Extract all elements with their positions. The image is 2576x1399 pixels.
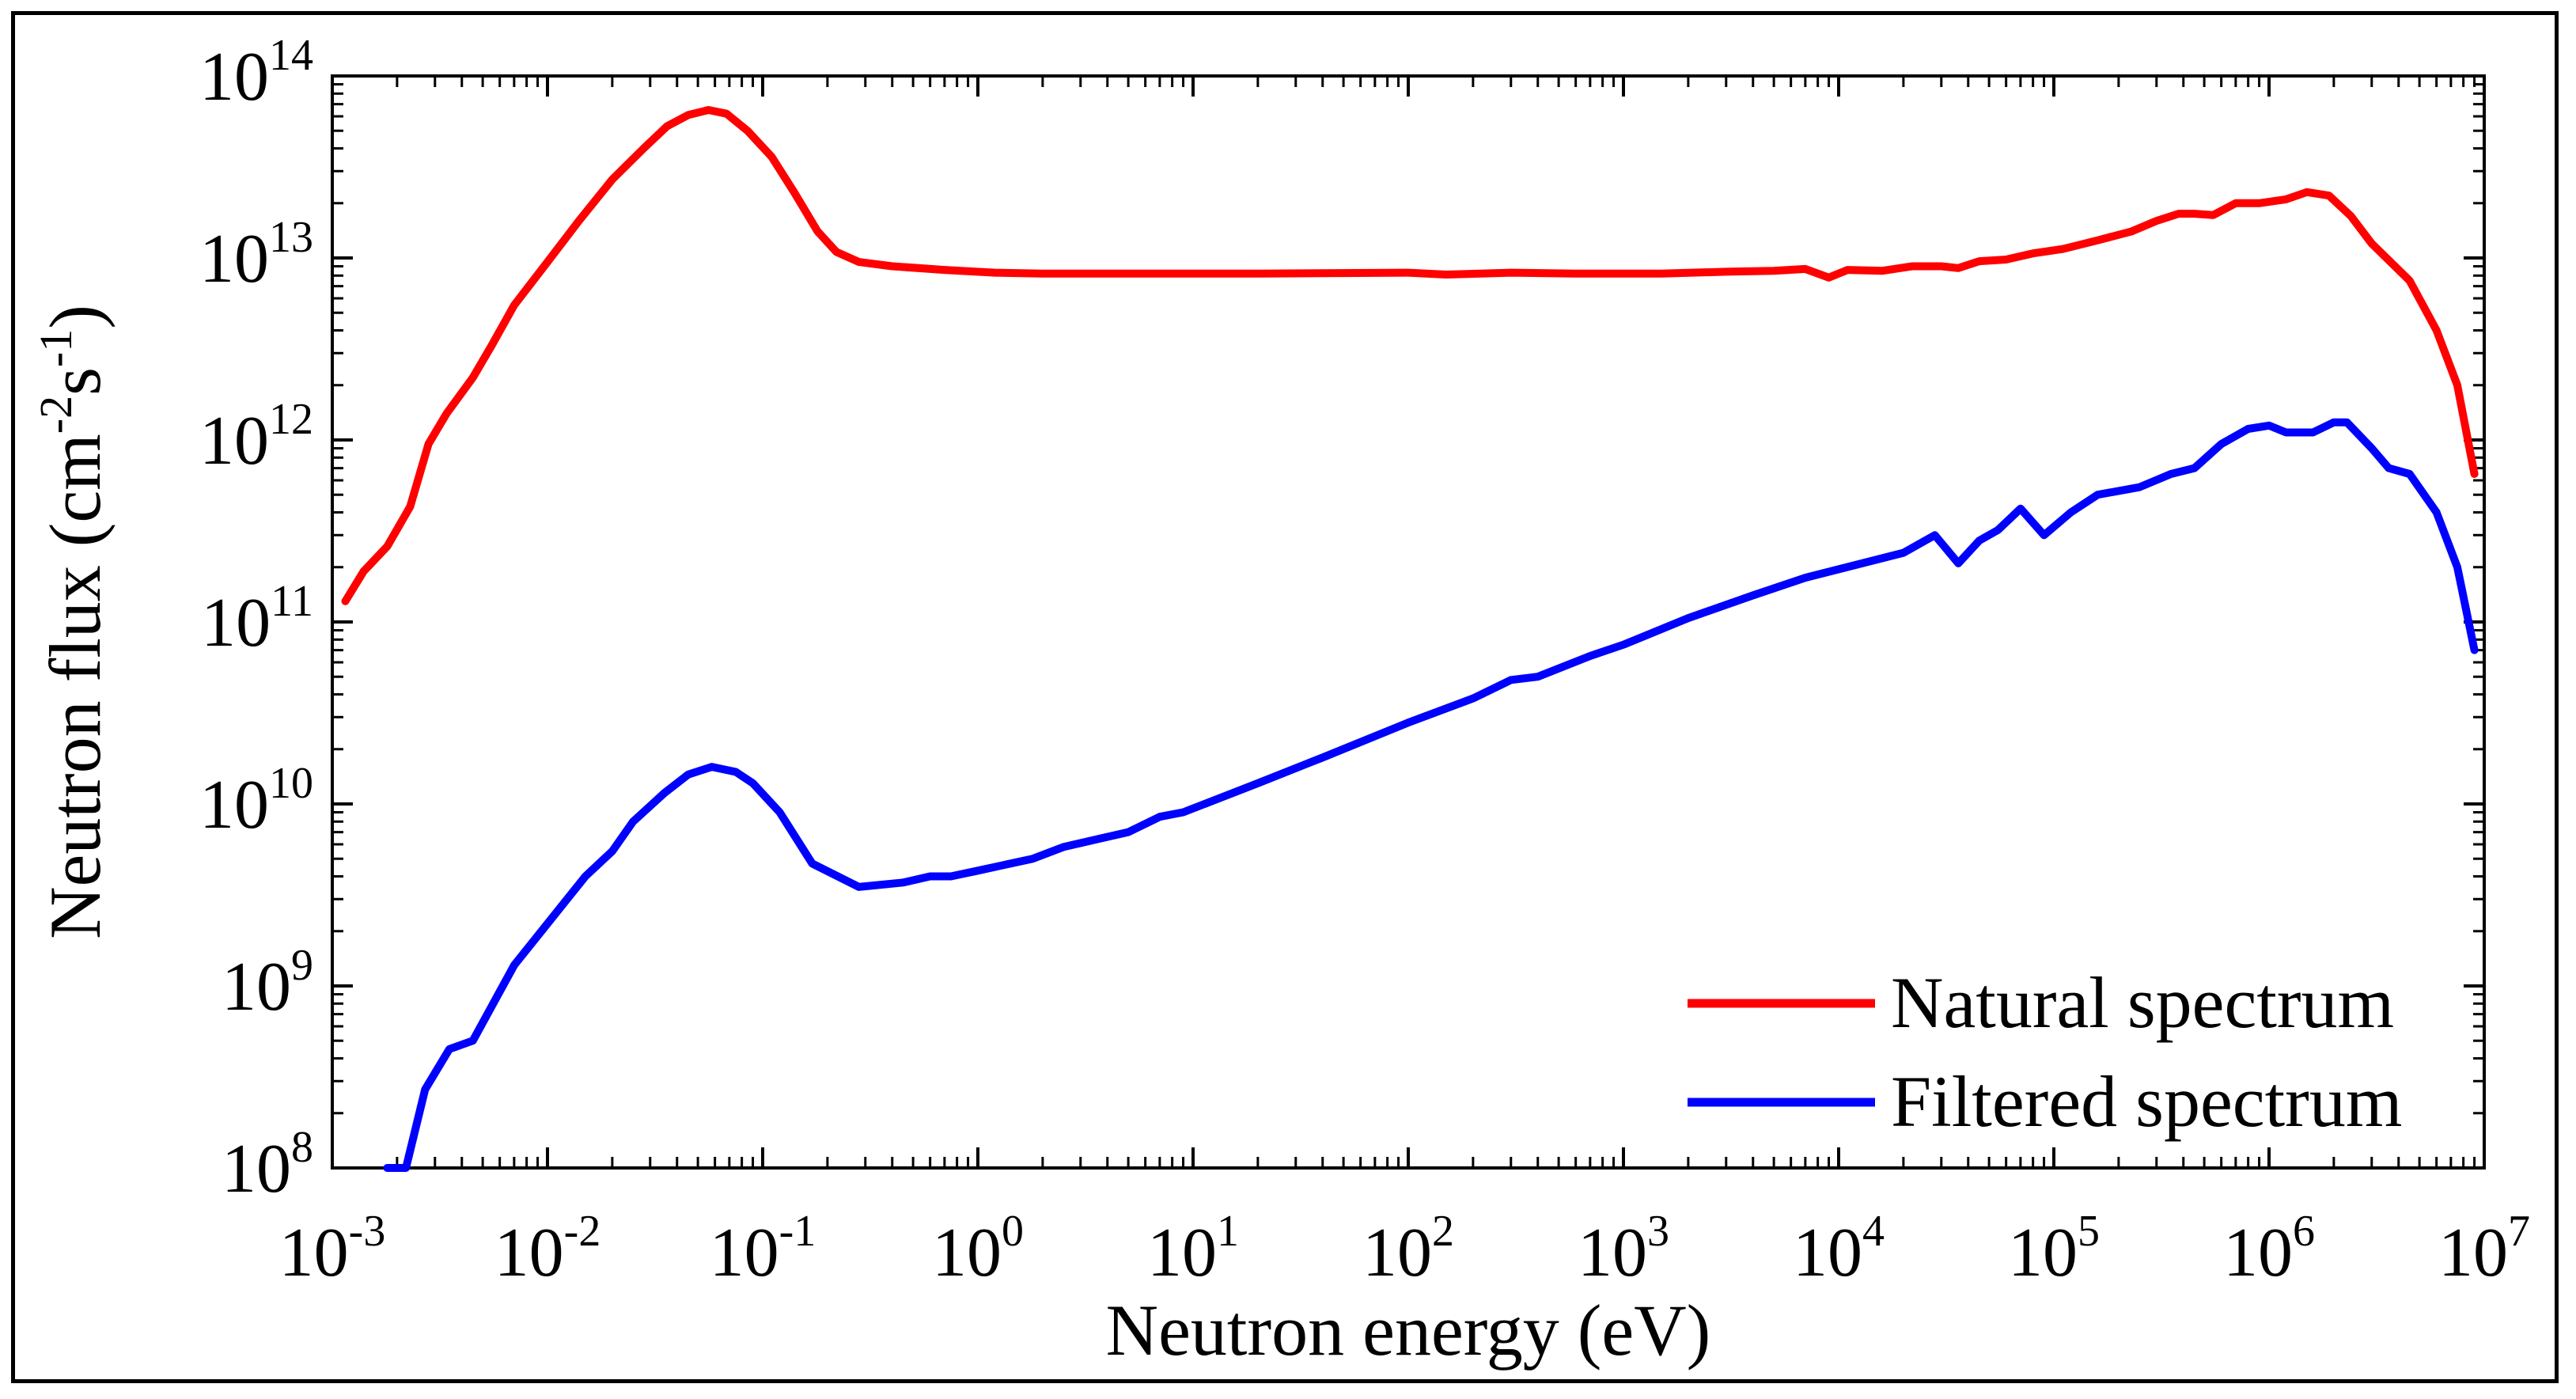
x-tick-label: 10-1 bbox=[710, 1207, 816, 1291]
y-axis-title-sup2: -1 bbox=[30, 329, 81, 367]
y-tick-label: 108 bbox=[222, 1123, 313, 1208]
y-axis-title-mid: s bbox=[35, 367, 116, 396]
y-axis-title-end: ) bbox=[35, 305, 116, 329]
series-natural-spectrum-line bbox=[341, 106, 2479, 605]
x-tick-label: 101 bbox=[1147, 1207, 1239, 1291]
y-tick-label: 1011 bbox=[201, 577, 313, 662]
x-axis-title: Neutron energy (eV) bbox=[1106, 1290, 1711, 1371]
x-tick-label: 10-3 bbox=[279, 1207, 386, 1291]
legend-label-filtered: Filtered spectrum bbox=[1891, 1061, 2402, 1142]
x-tick-label: 105 bbox=[2008, 1207, 2100, 1291]
legend: Natural spectrum Filtered spectrum bbox=[1688, 962, 2402, 1142]
y-tick-label: 1012 bbox=[199, 395, 313, 480]
y-tick-label: 1013 bbox=[199, 213, 313, 298]
x-tick-label: 106 bbox=[2223, 1207, 2315, 1291]
x-tick-label: 10-2 bbox=[494, 1207, 601, 1291]
x-tick-labels: 10-3 10-2 10-1 100 101 102 103 104 105 106 107 bbox=[279, 1207, 2530, 1291]
legend-label-natural: Natural spectrum bbox=[1891, 962, 2394, 1043]
series-filtered-spectrum-line bbox=[383, 418, 2479, 1172]
x-tick-label: 107 bbox=[2438, 1207, 2530, 1291]
y-axis-title-sup1: -2 bbox=[30, 396, 81, 434]
y-axis-title-base: Neutron flux (cm bbox=[35, 434, 116, 939]
y-tick-label: 1010 bbox=[199, 759, 313, 844]
y-axis-title: Neutron flux (cm-2s-1) bbox=[30, 305, 116, 939]
axis-ticks bbox=[331, 74, 2486, 1170]
y-tick-label: 109 bbox=[222, 941, 313, 1026]
x-tick-label: 102 bbox=[1362, 1207, 1454, 1291]
x-tick-label: 103 bbox=[1578, 1207, 1669, 1291]
y-tick-label: 1014 bbox=[199, 31, 313, 116]
x-tick-label: 104 bbox=[1793, 1207, 1885, 1291]
series-group bbox=[341, 106, 2479, 1172]
x-tick-label: 100 bbox=[932, 1207, 1024, 1291]
y-tick-labels: 108 109 1010 1011 1012 1013 1014 bbox=[199, 31, 313, 1208]
figure-frame bbox=[11, 11, 2559, 1383]
